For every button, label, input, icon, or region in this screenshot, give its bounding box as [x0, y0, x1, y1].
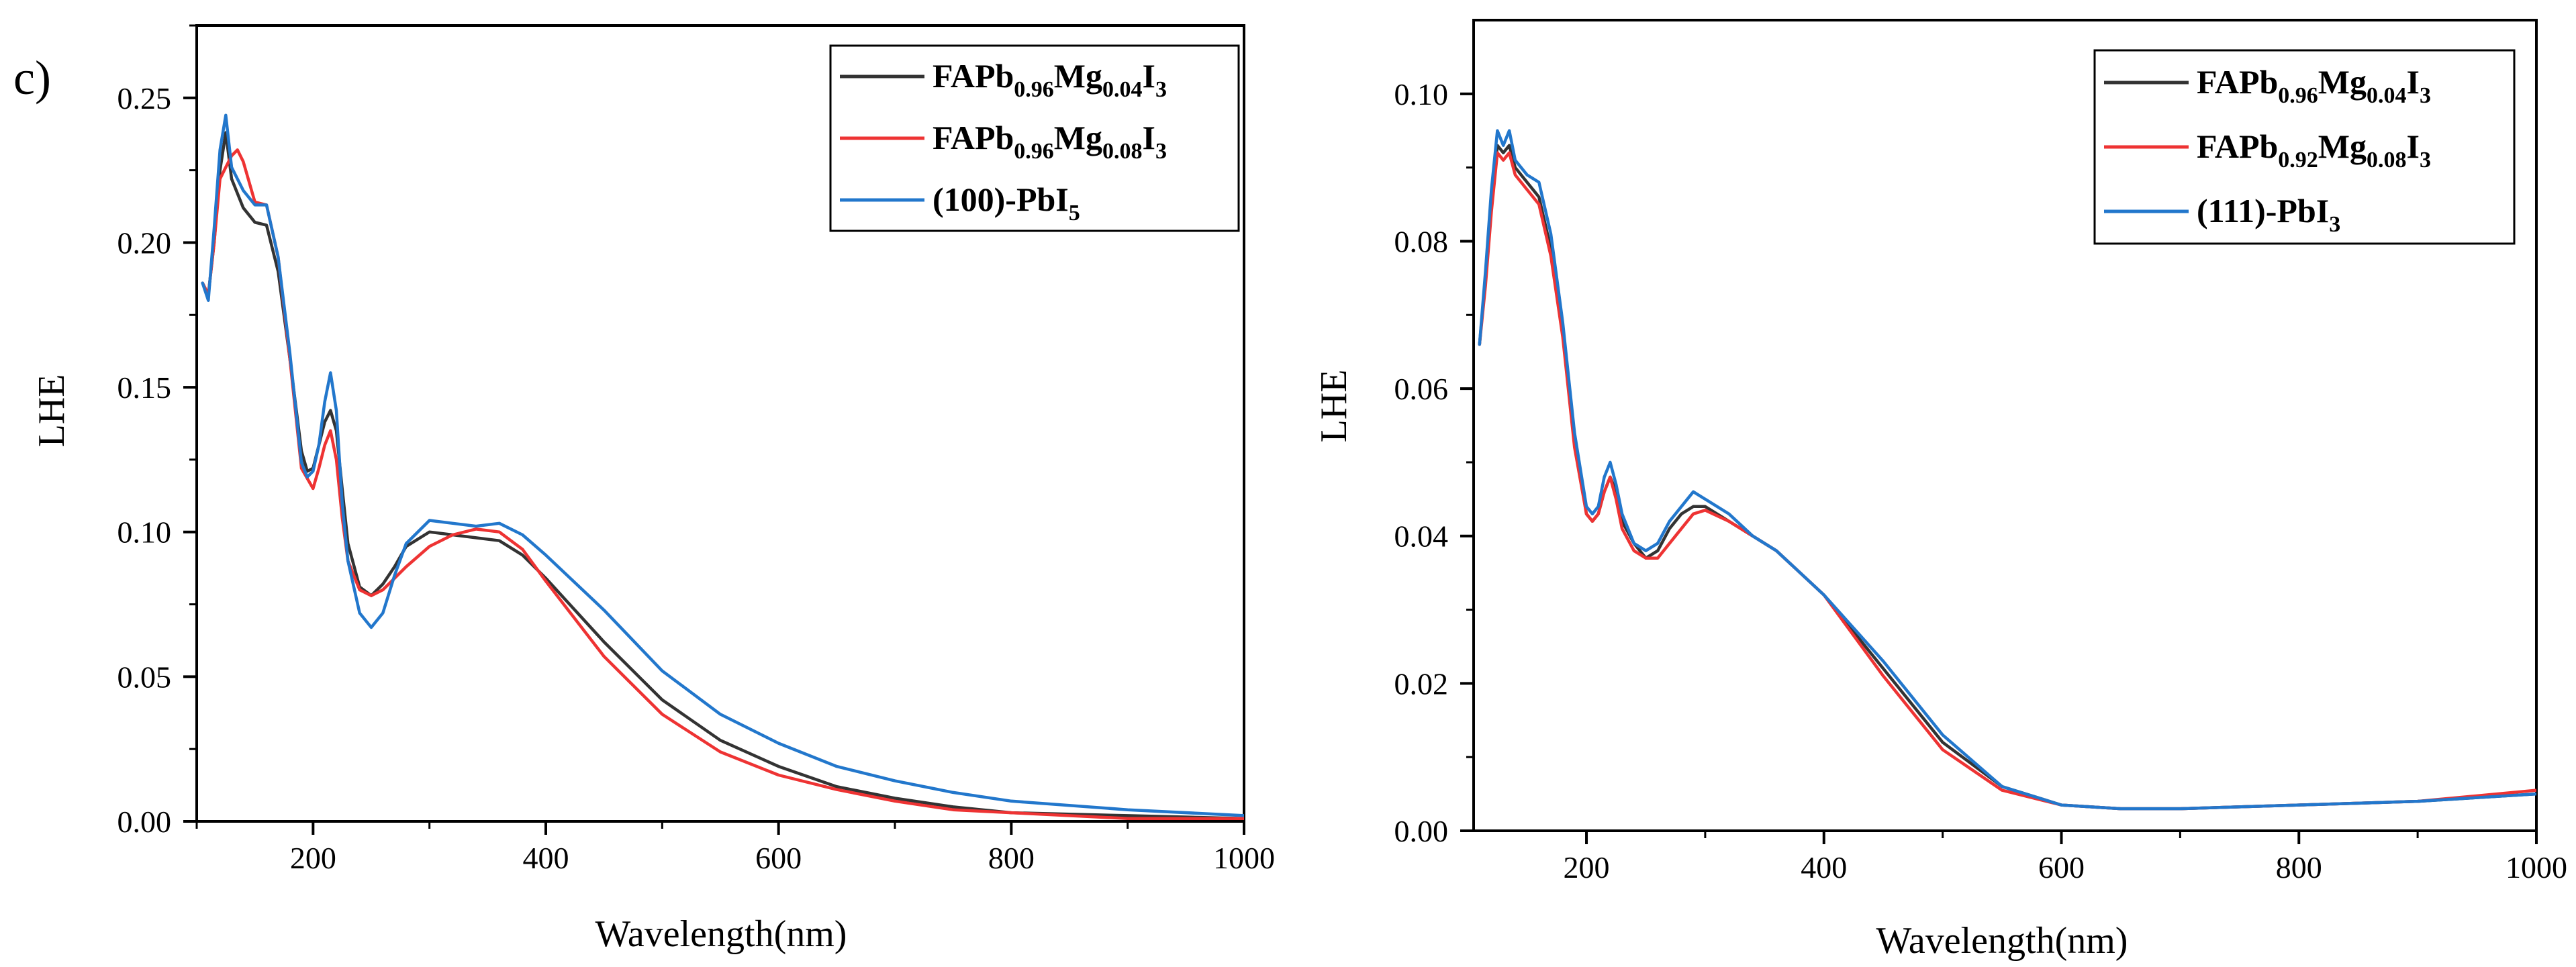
- series-line-3: [201, 113, 1244, 817]
- series-line-1: [1478, 144, 2536, 811]
- legend: FAPb0.96Mg0.04I3 FAPb0.92Mg0.08I3 (111)-Pb…: [2093, 49, 2516, 245]
- legend-entry: (111)-PbI3: [2197, 192, 2340, 237]
- x-tick-label: 1000: [2506, 850, 2567, 884]
- x-tick-label: 1000: [1213, 841, 1275, 875]
- legend: FAPb0.96Mg0.04I3 FAPb0.96Mg0.08I3 (100)-Pb…: [829, 44, 1240, 232]
- plot-frame: [195, 24, 1245, 823]
- y-tick-label: 0.06: [1394, 372, 1449, 406]
- y-tick-label: 0.25: [117, 81, 172, 115]
- x-tick-label: 400: [523, 841, 569, 875]
- legend-entry: FAPb0.96Mg0.08I3: [933, 119, 1167, 164]
- chart-panel-right: 200 400 600 800 1000 0.00 0.02 0.04 0.06 0.08 0.10…: [1313, 19, 2567, 962]
- plot-area: 200 400 600 800 1000 0.00 0.05 0.10 0.15 0.20 0.25…: [117, 24, 1275, 875]
- y-tick-label: 0.08: [1394, 224, 1449, 258]
- y-tick-label: 0.10: [1394, 77, 1449, 111]
- x-tick-label: 800: [988, 841, 1035, 875]
- panel-label: c): [13, 51, 51, 105]
- plot-frame: [1472, 19, 2538, 832]
- y-tick-label: 0.04: [1394, 519, 1449, 554]
- series-line-2: [201, 148, 1244, 820]
- chart-panel-left: c) 200 400 600 800 1000 0.00 0.05 0.10 0.15 0.20 0…: [13, 24, 1275, 955]
- y-tick-label: 0.05: [117, 660, 172, 694]
- x-tick-label: 400: [1801, 850, 1847, 884]
- legend-entry: FAPb0.96Mg0.04I3: [2197, 63, 2431, 108]
- y-tick-label: 0.00: [1394, 814, 1449, 848]
- y-tick-label: 0.20: [117, 225, 172, 260]
- y-tick-label: 0.00: [117, 805, 172, 839]
- x-axis-label: Wavelength(nm): [1876, 920, 2128, 962]
- x-tick-label: 600: [755, 841, 802, 875]
- plot-area: 200 400 600 800 1000 0.00 0.02 0.04 0.06 0.08 0.10…: [1394, 19, 2567, 884]
- series-line-3: [1478, 129, 2536, 811]
- x-tick-label: 600: [2038, 850, 2085, 884]
- x-tick-label: 200: [290, 841, 336, 875]
- legend-entry: FAPb0.96Mg0.04I3: [933, 57, 1167, 102]
- x-tick-label: 200: [1564, 850, 1610, 884]
- y-tick-label: 0.15: [117, 370, 172, 405]
- x-axis-label: Wavelength(nm): [595, 913, 847, 955]
- y-axis-label: LHE: [31, 374, 73, 448]
- y-tick-label: 0.02: [1394, 666, 1449, 701]
- x-tick-label: 800: [2276, 850, 2322, 884]
- y-tick-label: 0.10: [117, 515, 172, 550]
- y-axis-label: LHE: [1313, 370, 1355, 443]
- legend-entry: FAPb0.92Mg0.08I3: [2197, 128, 2431, 172]
- series-line-2: [1478, 151, 2536, 811]
- legend-entry: (100)-PbI5: [933, 181, 1080, 225]
